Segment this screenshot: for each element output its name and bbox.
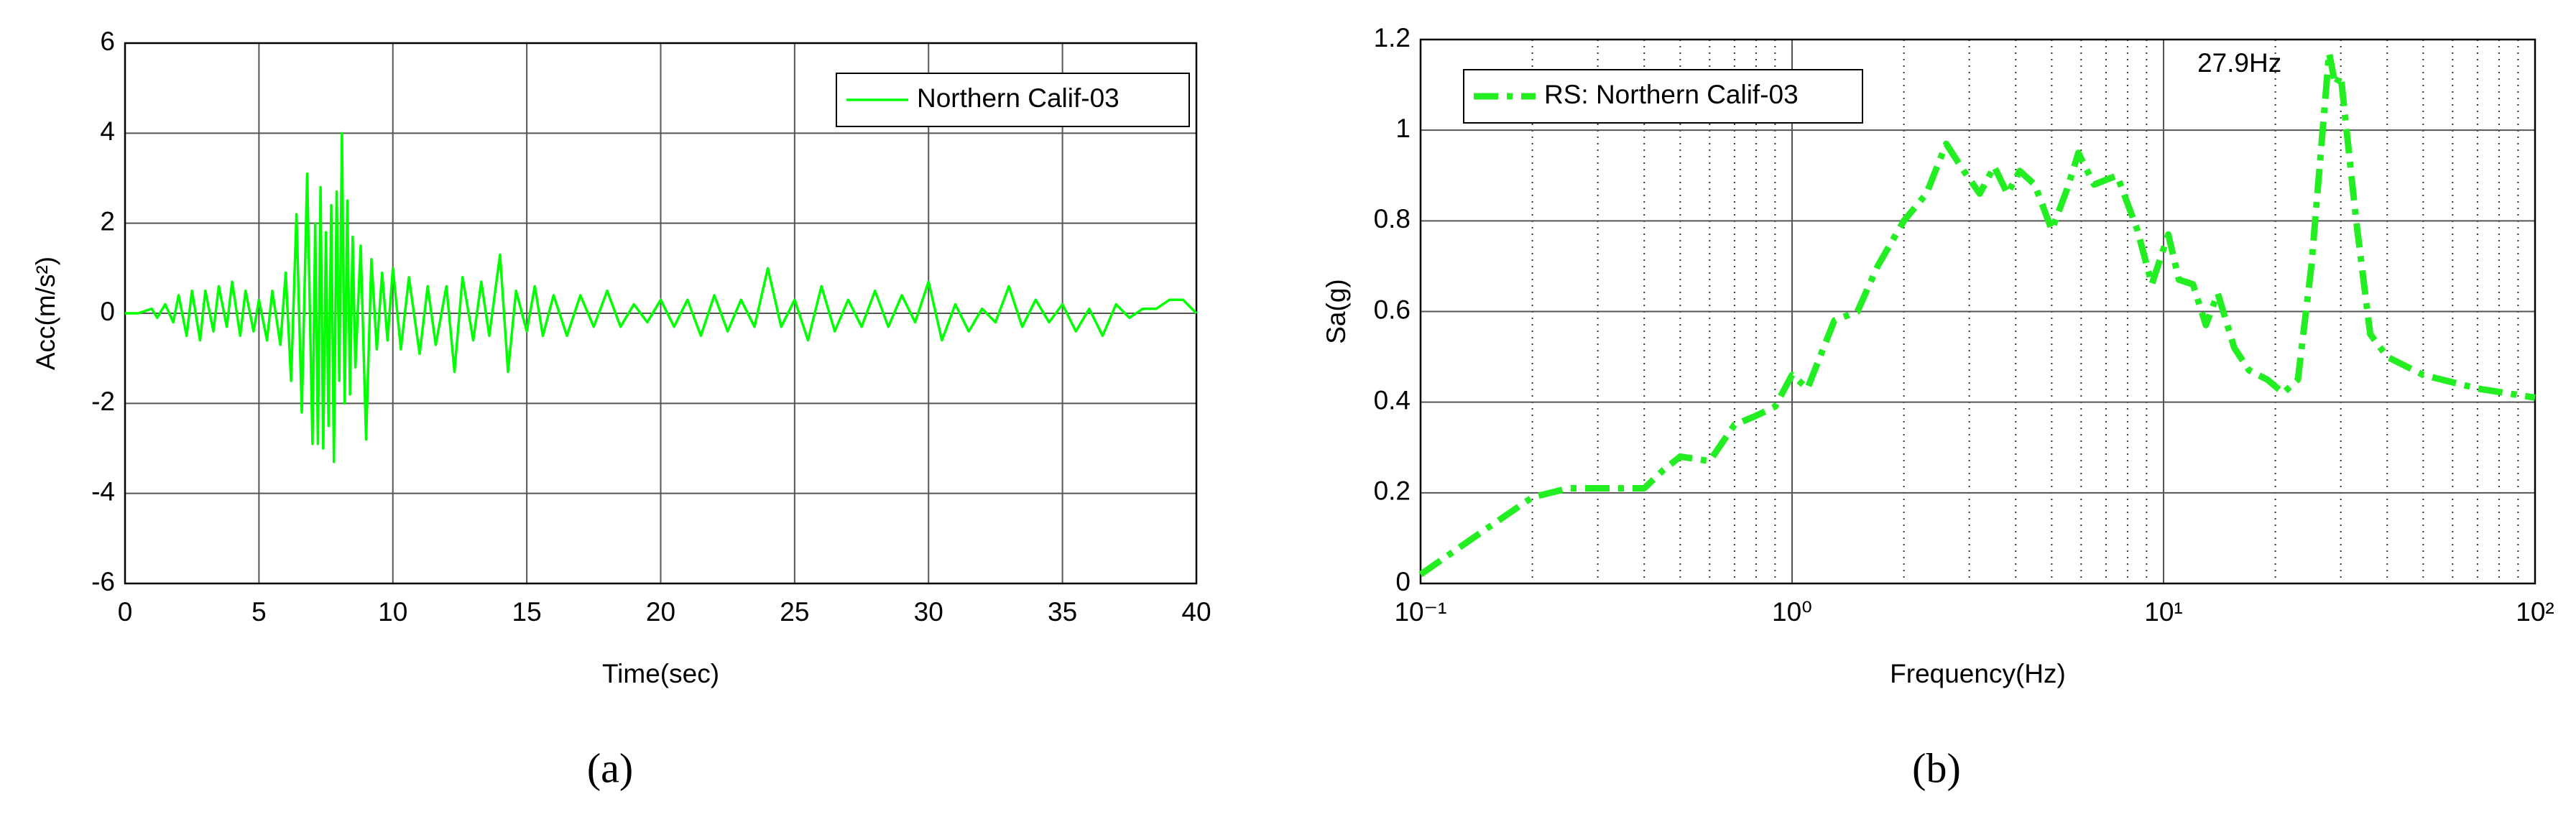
axes-frame: [1419, 38, 2536, 585]
y-tick-label: 6: [100, 27, 115, 56]
y-tick-label: 4: [100, 116, 115, 146]
series-line: [125, 131, 1198, 463]
y-tick-label: 1.2: [1374, 23, 1411, 52]
y-tick-label: 0.6: [1374, 295, 1411, 324]
subplot-caption: (b): [1912, 744, 1961, 791]
y-axis-label: Acc(m/s²): [31, 257, 60, 370]
x-tick-label: 25: [780, 597, 809, 627]
x-tick-label: 5: [251, 597, 267, 627]
x-axis-label: Frequency(Hz): [1890, 659, 2066, 688]
y-tick-label: 1: [1395, 114, 1411, 143]
y-tick-label: 2: [100, 206, 115, 236]
legend-label: RS: Northern Calif-03: [1544, 80, 1799, 109]
y-tick-label: -4: [91, 476, 115, 506]
y-tick-label: 0: [1395, 567, 1411, 596]
x-tick-label: 10: [378, 597, 407, 627]
subplot: -6 -4 -2 0 2 4 6 0 5 10 15 20 25 30 35 40 Northern Calif…: [31, 27, 1211, 792]
x-tick-label: 10⁻¹: [1394, 597, 1446, 627]
x-tick-label: 10²: [2516, 597, 2554, 627]
subplot-caption: (a): [587, 744, 633, 791]
y-tick-label: -6: [91, 567, 115, 596]
x-tick-label: 35: [1048, 597, 1077, 627]
y-tick-label: -2: [91, 387, 115, 416]
annotation: 27.9Hz: [2197, 48, 2281, 78]
y-axis-label: Sa(g): [1321, 279, 1351, 343]
x-tick-label: 0: [118, 597, 133, 627]
y-tick-label: 0: [100, 297, 115, 326]
x-tick-label: 20: [646, 597, 675, 627]
y-tick-label: 0.4: [1374, 385, 1411, 415]
series-line: [1418, 50, 2536, 578]
x-tick-label: 10¹: [2144, 597, 2182, 627]
x-tick-label: 10⁰: [1772, 597, 1812, 627]
x-axis-label: Time(sec): [602, 659, 719, 688]
subplot: 0 0.2 0.4 0.6 0.8 1 1.2 10⁻¹ 10⁰ 10¹ 10² RS: Northe…: [1321, 23, 2554, 792]
x-tick-label: 30: [914, 597, 943, 627]
legend-label: Northern Calif-03: [917, 83, 1120, 113]
x-tick-label: 15: [512, 597, 542, 627]
y-tick-label: 0.2: [1374, 476, 1411, 506]
x-tick-label: 40: [1181, 597, 1211, 627]
y-tick-label: 0.8: [1374, 204, 1411, 234]
